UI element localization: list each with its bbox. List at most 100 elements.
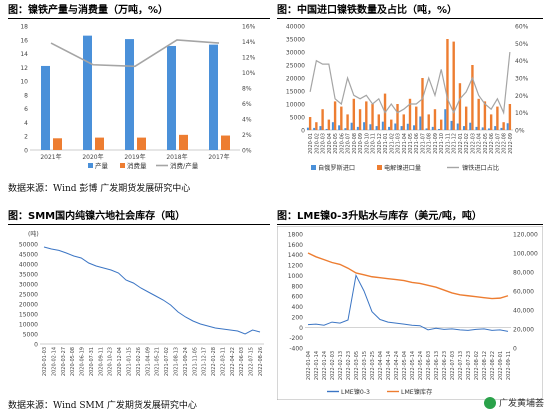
bar-russia-import [394, 123, 397, 130]
bar-russia-import [469, 122, 472, 130]
y-axis-tick-label: 200 [292, 314, 304, 321]
bar-electrolytic-nickel [477, 98, 480, 130]
y-axis-tick-label: 0 [24, 148, 28, 155]
legend-swatch-production [88, 163, 93, 168]
x-tick-label: 2022-02 [464, 133, 470, 154]
x-tick-label: 2021-09 [433, 133, 439, 154]
bar-electrolytic-nickel [340, 106, 343, 130]
y-axis-tick-label: 1800 [288, 232, 303, 239]
x-tick-label: 2021-10 [439, 133, 445, 154]
y-axis-tick-label: 0 [299, 325, 303, 332]
bar-electrolytic-nickel [489, 114, 493, 130]
y-axis-right-tick-label: 60% [515, 24, 529, 31]
legend-swatch-electrolytic [377, 165, 382, 170]
legend-label-ratio: 消费/产量 [170, 161, 199, 170]
x-tick-label: 2022-08-22 [490, 351, 496, 380]
x-tick-label: 2020-06-19 [80, 347, 86, 376]
bar-electrolytic-nickel [402, 114, 405, 130]
y-axis-tick-label: 10000 [19, 322, 38, 329]
y-axis-right-tick-label: 20% [515, 93, 529, 100]
x-tick-label: 2020-07-31 [89, 347, 95, 376]
x-tick-label: 2022-03 [470, 133, 476, 154]
bar-electrolytic-nickel [458, 83, 462, 130]
y-axis-tick-label: 5000 [290, 115, 305, 122]
bar-electrolytic-nickel [327, 119, 331, 130]
legend-swatch-russia [311, 165, 316, 170]
y-axis-right-tick-label: 40% [515, 58, 529, 65]
x-tick-label: 2021-02 [389, 133, 395, 154]
bar-electrolytic-nickel [415, 106, 418, 130]
y-axis-tick-label: 600 [292, 294, 304, 301]
x-tick-label: 2021-06 [414, 133, 420, 154]
x-tick-label: 2021-01 [383, 133, 389, 154]
x-tick-label: 2020-03-27 [61, 347, 67, 376]
x-tick-label: 2021-04-09 [145, 347, 151, 376]
x-tick-label: 2020-08 [352, 133, 358, 154]
bar-electrolytic-nickel [452, 41, 455, 130]
y-axis-tick-label: 30000 [286, 50, 305, 57]
x-tick-label: 2020-02-14 [51, 347, 57, 376]
x-tick-label: 2022-06-03 [239, 347, 245, 376]
x-tick-label: 2020-03 [321, 133, 327, 154]
y-axis-tick-label: 30000 [19, 282, 38, 289]
legend-label-consumption: 消费量 [127, 161, 147, 170]
bar-electrolytic-nickel [421, 78, 424, 130]
x-tick-label: 2020-06 [339, 133, 345, 154]
x-tick-label: 2021年 [40, 153, 61, 161]
x-tick-label: 2022-04-04 [378, 351, 384, 380]
x-tick-label: 2022-03-25 [370, 351, 376, 380]
y-axis-right-tick-label: 50% [515, 41, 529, 48]
x-tick-label: 2020-04 [327, 133, 333, 154]
x-tick-label: 2020年 [82, 153, 103, 161]
x-tick-label: 2022-07-13 [458, 351, 464, 380]
bar-russia-import [381, 121, 384, 130]
x-tick-label: 2021-05 [408, 133, 414, 154]
x-tick-label: 2022-06-13 [434, 351, 440, 380]
x-tick-label: 2021-12-17 [202, 347, 208, 376]
x-tick-label: 2021-05-21 [155, 347, 161, 376]
x-tick-label: 2022-02-13 [338, 351, 344, 380]
legend-label-electrolytic: 电解镍进口量 [384, 164, 421, 172]
x-tick-label: 2020-07 [346, 133, 352, 154]
bar-electrolytic-nickel [471, 65, 474, 130]
y-axis-tick-label: 16 [20, 37, 28, 44]
bar-russia-import [481, 127, 484, 130]
x-tick-label: 2022-04-14 [386, 351, 392, 380]
bar-russia-import [344, 128, 347, 130]
bar-russia-import [475, 126, 478, 130]
x-tick-label: 2022-07-23 [466, 351, 472, 380]
x-tick-label: 2020-01-03 [42, 347, 48, 376]
y-axis-tick-label: 12 [20, 65, 28, 72]
bar-russia-import [363, 122, 366, 130]
bar-russia-import [487, 128, 490, 130]
legend-swatch-consumption [120, 163, 125, 168]
bar-electrolytic-nickel [321, 109, 324, 130]
x-tick-label: 2022-05-24 [418, 351, 424, 380]
bar-electrolytic-nickel [377, 114, 380, 130]
source-note-top: 数据来源：Wind 彭博 广发期货发展研究中心 [8, 184, 191, 194]
x-tick-label: 2021-11 [445, 133, 451, 154]
y-axis-right-tick-label: 80,000 [513, 270, 534, 277]
bar-electrolytic-nickel [408, 98, 412, 130]
x-tick-label: 2020-02 [314, 133, 320, 154]
y-axis-right-tick-label: 16% [242, 24, 256, 31]
bar-production [167, 45, 176, 150]
y-axis-right-tick-label: 40,000 [513, 308, 534, 315]
bar-russia-import [450, 120, 453, 130]
y-axis-tick-label: 35000 [19, 272, 38, 279]
y-axis-tick-label: 1600 [288, 242, 303, 249]
chart-smm-inventory: (吨) 0 5000 10000 15000 20000 25000 30000 35000 40… [19, 230, 264, 376]
line-import-share [309, 51, 511, 115]
bar-electrolytic-nickel [464, 106, 468, 130]
line-ratio [50, 39, 220, 68]
x-tick-label: 2022-03-15 [362, 351, 368, 380]
x-tick-label: 2021-08-13 [173, 347, 179, 376]
y-axis-right-tick-label: 10% [242, 70, 256, 77]
y-axis-tick-label: 1000 [288, 273, 303, 280]
y-axis-tick-label: 2 [24, 134, 28, 141]
y-axis-tick-label: 8 [24, 92, 28, 99]
chart-production-consumption: 0 2 4 6 8 10 12 14 16 18 0% 2% 4% 6% 8% 10% 12% 14% 16% 202… [20, 24, 256, 171]
x-tick-label: 2022-04-24 [394, 351, 400, 380]
x-tick-label: 2021-08 [427, 133, 433, 154]
y-axis-right-tick-label: 100,000 [513, 251, 538, 258]
